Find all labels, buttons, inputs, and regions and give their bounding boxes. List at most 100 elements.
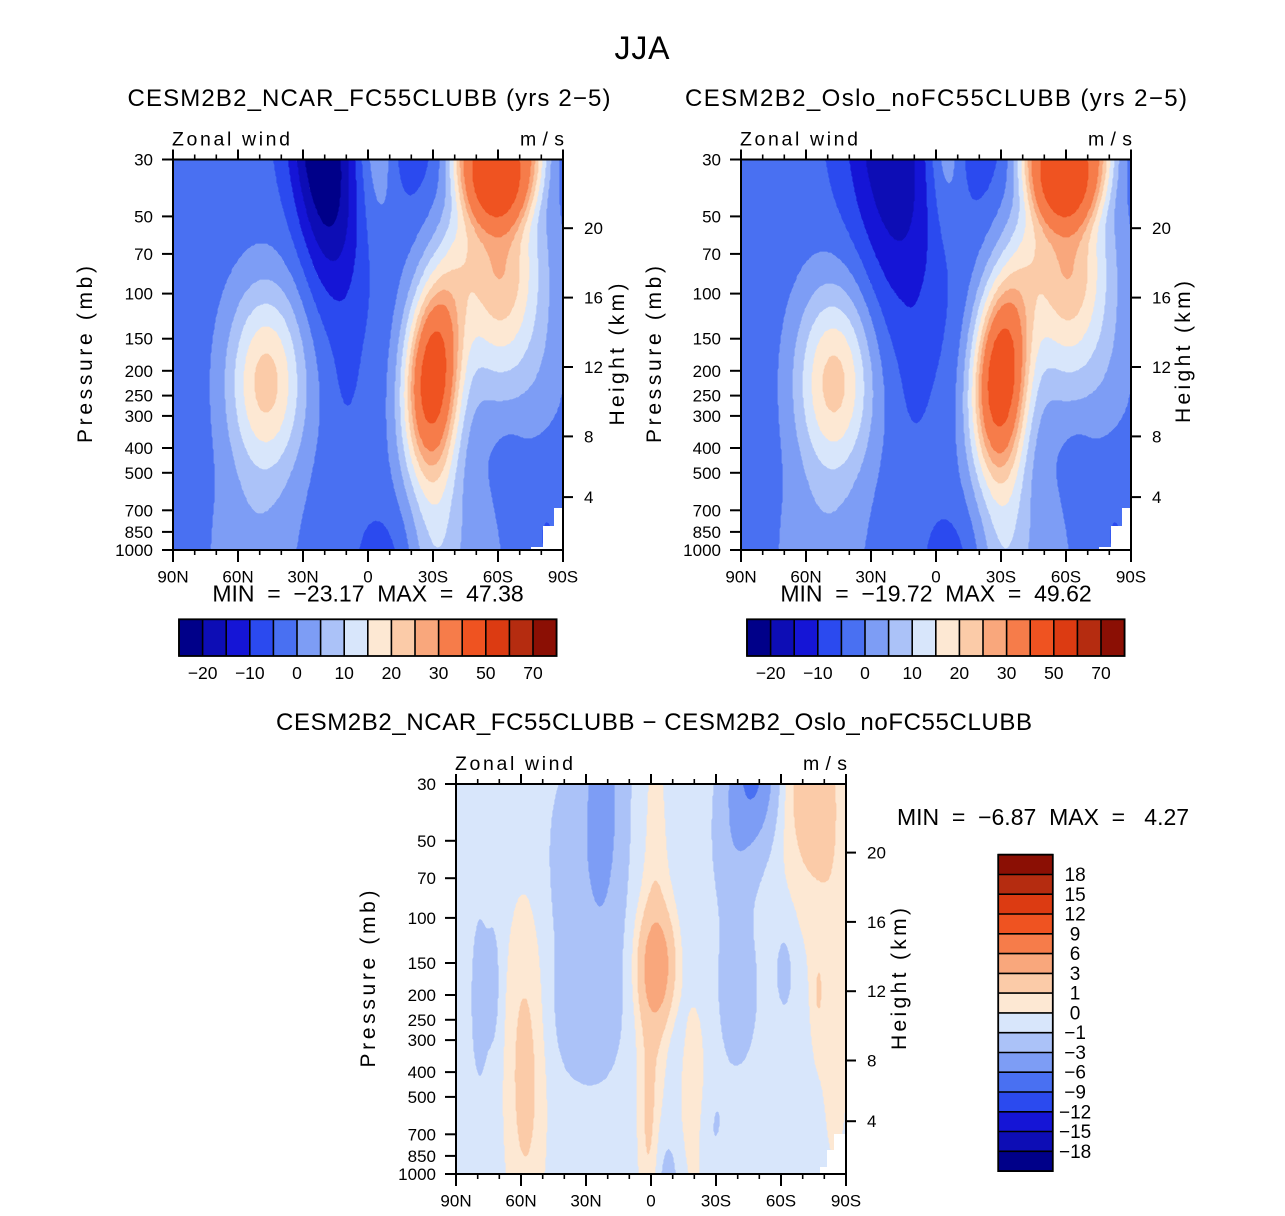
svg-text:16: 16 xyxy=(867,913,886,932)
svg-text:10: 10 xyxy=(902,663,922,683)
svg-text:70: 70 xyxy=(523,663,543,683)
svg-text:60S: 60S xyxy=(766,1192,796,1211)
svg-text:4: 4 xyxy=(584,488,593,507)
svg-text:−20: −20 xyxy=(188,663,218,683)
svg-text:250: 250 xyxy=(693,387,721,406)
svg-text:−10: −10 xyxy=(235,663,265,683)
svg-text:−12: −12 xyxy=(1059,1102,1091,1123)
svg-text:−20: −20 xyxy=(756,663,786,683)
svg-text:15: 15 xyxy=(1065,885,1086,906)
svg-text:MIN = −19.72 MAX = 49.62: MIN = −19.72 MAX = 49.62 xyxy=(780,581,1091,607)
svg-text:20: 20 xyxy=(584,219,603,238)
svg-text:500: 500 xyxy=(408,1088,436,1107)
svg-text:0: 0 xyxy=(931,568,940,587)
svg-text:60S: 60S xyxy=(1051,568,1081,587)
svg-text:90N: 90N xyxy=(440,1192,471,1211)
svg-text:30: 30 xyxy=(134,151,153,170)
svg-text:0: 0 xyxy=(646,1192,655,1211)
svg-text:50: 50 xyxy=(134,207,153,226)
svg-text:200: 200 xyxy=(693,362,721,381)
svg-text:60N: 60N xyxy=(505,1192,536,1211)
svg-text:1000: 1000 xyxy=(398,1165,436,1184)
svg-text:500: 500 xyxy=(693,464,721,483)
svg-text:Pressure (mb): Pressure (mb) xyxy=(357,891,380,1068)
svg-text:90N: 90N xyxy=(157,568,188,587)
svg-text:850: 850 xyxy=(125,523,153,542)
svg-text:−10: −10 xyxy=(803,663,833,683)
svg-text:16: 16 xyxy=(1152,289,1171,308)
svg-text:300: 300 xyxy=(408,1031,436,1050)
svg-text:60N: 60N xyxy=(222,568,253,587)
svg-text:1000: 1000 xyxy=(115,541,153,560)
svg-text:8: 8 xyxy=(1152,427,1161,446)
svg-text:90N: 90N xyxy=(725,568,756,587)
svg-text:250: 250 xyxy=(408,1011,436,1030)
svg-text:1: 1 xyxy=(1070,984,1081,1005)
svg-text:60S: 60S xyxy=(483,568,513,587)
svg-text:30N: 30N xyxy=(855,568,886,587)
svg-text:8: 8 xyxy=(867,1052,876,1071)
svg-text:20: 20 xyxy=(1152,219,1171,238)
svg-text:500: 500 xyxy=(125,464,153,483)
svg-text:200: 200 xyxy=(408,986,436,1005)
svg-text:400: 400 xyxy=(125,439,153,458)
svg-text:Height (km): Height (km) xyxy=(888,908,911,1050)
svg-text:0: 0 xyxy=(363,568,372,587)
svg-text:90S: 90S xyxy=(1116,568,1146,587)
svg-text:16: 16 xyxy=(584,289,603,308)
svg-text:700: 700 xyxy=(125,501,153,520)
svg-text:12: 12 xyxy=(584,358,603,377)
svg-text:Height (km): Height (km) xyxy=(1172,281,1195,423)
svg-text:18: 18 xyxy=(1065,865,1086,886)
svg-text:30: 30 xyxy=(997,663,1017,683)
svg-text:CESM2B2_NCAR_FC55CLUBB − CESM2: CESM2B2_NCAR_FC55CLUBB − CESM2B2_Oslo_no… xyxy=(276,709,1032,736)
svg-text:Zonal wind: Zonal wind xyxy=(455,753,573,775)
svg-text:−3: −3 xyxy=(1064,1043,1086,1064)
svg-text:CESM2B2_Oslo_noFC55CLUBB (yrs: CESM2B2_Oslo_noFC55CLUBB (yrs 2−5) xyxy=(685,85,1187,112)
svg-text:400: 400 xyxy=(408,1063,436,1082)
svg-text:400: 400 xyxy=(693,439,721,458)
svg-text:70: 70 xyxy=(134,245,153,264)
svg-text:MIN = −23.17 MAX = 47.38: MIN = −23.17 MAX = 47.38 xyxy=(212,581,523,607)
svg-text:CESM2B2_NCAR_FC55CLUBB (yrs 2−: CESM2B2_NCAR_FC55CLUBB (yrs 2−5) xyxy=(128,85,611,112)
svg-text:0: 0 xyxy=(1070,1003,1081,1024)
svg-text:m/s: m/s xyxy=(1088,129,1132,151)
svg-text:MIN = −6.87 MAX = 4.27: MIN = −6.87 MAX = 4.27 xyxy=(897,804,1189,830)
svg-text:700: 700 xyxy=(693,501,721,520)
svg-text:12: 12 xyxy=(1065,905,1086,926)
svg-text:30: 30 xyxy=(702,151,721,170)
svg-text:30N: 30N xyxy=(287,568,318,587)
svg-text:JJA: JJA xyxy=(615,30,671,66)
svg-text:30N: 30N xyxy=(570,1192,601,1211)
svg-text:20: 20 xyxy=(867,844,886,863)
svg-text:8: 8 xyxy=(584,427,593,446)
svg-text:60N: 60N xyxy=(790,568,821,587)
svg-text:9: 9 xyxy=(1070,924,1081,945)
svg-text:0: 0 xyxy=(860,663,870,683)
svg-text:Zonal wind: Zonal wind xyxy=(172,129,290,151)
svg-text:90S: 90S xyxy=(831,1192,861,1211)
svg-text:−15: −15 xyxy=(1059,1122,1091,1143)
svg-text:1000: 1000 xyxy=(683,541,721,560)
svg-text:Zonal wind: Zonal wind xyxy=(740,129,858,151)
svg-text:250: 250 xyxy=(125,387,153,406)
svg-text:150: 150 xyxy=(693,330,721,349)
svg-text:50: 50 xyxy=(702,207,721,226)
svg-text:850: 850 xyxy=(408,1147,436,1166)
svg-text:30S: 30S xyxy=(701,1192,731,1211)
svg-text:100: 100 xyxy=(125,285,153,304)
svg-text:50: 50 xyxy=(417,832,436,851)
svg-text:30S: 30S xyxy=(418,568,448,587)
svg-text:150: 150 xyxy=(125,330,153,349)
svg-text:20: 20 xyxy=(950,663,970,683)
svg-text:Height (km): Height (km) xyxy=(606,284,629,426)
svg-text:20: 20 xyxy=(382,663,402,683)
svg-text:−6: −6 xyxy=(1064,1063,1086,1084)
svg-text:−9: −9 xyxy=(1064,1083,1086,1104)
svg-text:300: 300 xyxy=(693,407,721,426)
svg-text:Pressure (mb): Pressure (mb) xyxy=(643,266,666,443)
svg-text:10: 10 xyxy=(334,663,354,683)
svg-text:12: 12 xyxy=(867,982,886,1001)
svg-text:m/s: m/s xyxy=(803,753,847,775)
svg-text:850: 850 xyxy=(693,523,721,542)
